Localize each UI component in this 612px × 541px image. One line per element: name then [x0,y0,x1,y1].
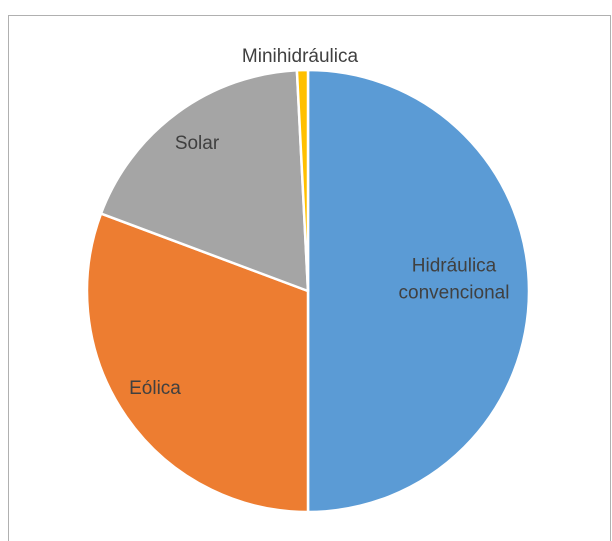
pie-slice-1 [306,68,531,514]
slice-label-line: Hidráulica [412,256,497,277]
slice-label-3: Solar [175,133,220,154]
pie-slice-4 [295,68,310,293]
slice-label-2: Eólica [129,378,181,399]
slice-label-4: Minihidráulica [242,46,359,67]
pie-slices [85,68,531,514]
pie-labels: Hidráulica convencional Eólica Solar Minihid… [129,46,509,399]
slice-label-1: Hidráulica convencional [399,256,510,304]
pie-slice-3 [99,69,310,293]
slice-label-line: Solar [175,133,220,154]
pie-slice-2 [85,212,310,514]
slice-label-line: Eólica [129,378,181,399]
slice-label-line: convencional [399,283,510,304]
slice-label-line: Minihidráulica [242,46,359,67]
